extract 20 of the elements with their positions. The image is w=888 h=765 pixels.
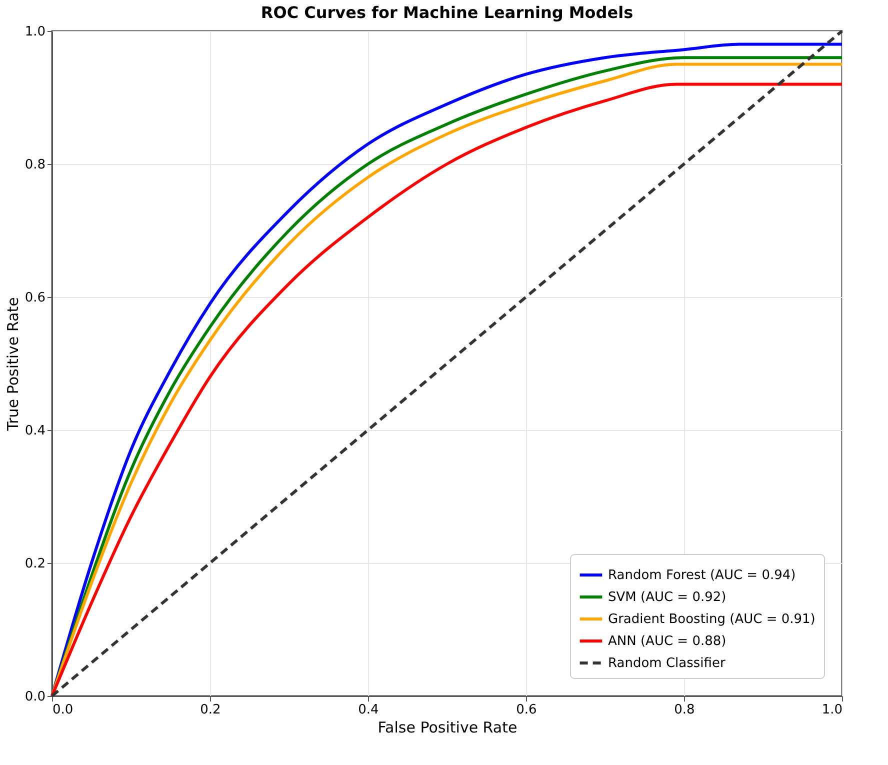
y-tick-label: 0.2 [24,556,46,572]
x-axis-title: False Positive Rate [378,718,518,736]
x-tick-label: 1.0 [822,702,842,718]
chart-title: ROC Curves for Machine Learning Models [260,3,634,22]
y-axis-title: True Positive Rate [4,297,22,432]
x-tick-label: 0.4 [358,702,379,718]
legend-label: Random Forest (AUC = 0.94) [608,568,796,583]
y-tick-label: 0.8 [24,158,46,172]
legend-label: ANN (AUC = 0.88) [608,634,726,649]
y-tick-label: 0.4 [24,424,46,438]
x-tick-label: 0.2 [200,702,221,718]
x-tick-label: 0.0 [52,702,74,718]
y-tick-label: 0.0 [24,690,46,704]
x-tick-label: 0.6 [516,702,537,718]
legend-label: SVM (AUC = 0.92) [608,590,726,605]
x-tick-label: 0.8 [674,702,695,718]
legend-label: Gradient Boosting (AUC = 0.91) [608,612,816,627]
legend-label: Random Classifier [608,656,726,671]
y-tick-label: 1.0 [24,24,46,40]
y-tick-label: 0.6 [24,290,46,306]
